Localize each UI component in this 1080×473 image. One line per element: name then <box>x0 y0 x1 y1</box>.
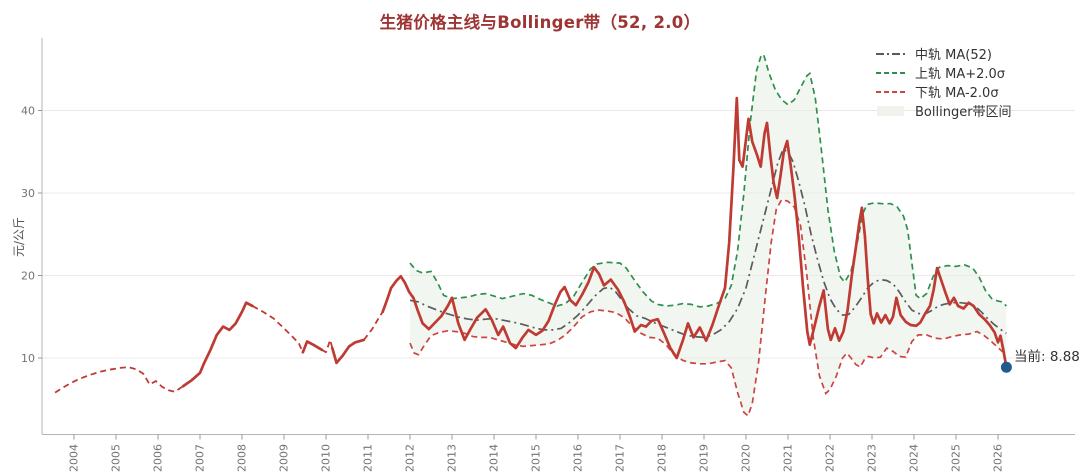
ma-middle-line <box>409 148 1007 339</box>
legend-label: 下轨 MA-2.0σ <box>915 86 999 101</box>
x-tick-label-2021: 2021 <box>782 444 795 472</box>
band-lower-line <box>409 198 1007 418</box>
legend-label: Bollinger带区间 <box>915 105 1012 120</box>
x-tick-label-2026: 2026 <box>992 444 1005 472</box>
legend-label: 中轨 MA(52) <box>915 48 992 63</box>
x-tick-label-2015: 2015 <box>530 444 543 472</box>
y-tick-label-40: 40 <box>21 105 35 118</box>
legend-line-sample <box>876 90 906 93</box>
x-tick-label-2006: 2006 <box>152 444 165 472</box>
x-tick-label-2010: 2010 <box>320 444 333 472</box>
x-tick-label-2012: 2012 <box>404 444 417 472</box>
y-tick-label-20: 20 <box>21 270 35 283</box>
price-line-segment-3 <box>301 340 324 354</box>
bollinger-band-fill <box>410 54 1007 416</box>
x-tick-label-2020: 2020 <box>740 444 753 472</box>
x-tick-label-2025: 2025 <box>950 444 963 472</box>
y-axis-label: 元/公斤 <box>12 216 26 258</box>
legend-item-1: 上轨 MA+2.0σ <box>876 63 1012 82</box>
price-line-segment-7 <box>381 96 1008 369</box>
x-tick-label-2013: 2013 <box>446 444 459 472</box>
price-line-segment-2 <box>252 305 304 353</box>
x-tick-label-2018: 2018 <box>656 444 669 472</box>
x-tick-label-2017: 2017 <box>614 444 627 472</box>
band-upper-line <box>409 52 1007 308</box>
x-tick-label-2008: 2008 <box>236 444 249 472</box>
legend-line-sample <box>876 52 906 55</box>
x-tick-label-2011: 2011 <box>362 444 375 472</box>
y-tick-label-10: 10 <box>21 352 35 365</box>
price-line-segment-1 <box>181 301 254 388</box>
x-tick-label-2022: 2022 <box>824 444 837 472</box>
price-line-segment-0 <box>54 366 184 394</box>
current-price-annotation: 当前: 8.88 <box>1014 349 1080 365</box>
x-tick-label-2007: 2007 <box>194 444 207 472</box>
legend-item-0: 中轨 MA(52) <box>876 44 1012 63</box>
legend-item-3: Bollinger带区间 <box>876 101 1012 120</box>
price-line-segment-4 <box>321 338 334 354</box>
x-tick-label-2014: 2014 <box>488 444 501 472</box>
x-tick-label-2004: 2004 <box>68 444 81 472</box>
legend-line-sample <box>876 71 906 74</box>
x-tick-label-2019: 2019 <box>698 444 711 472</box>
legend-item-2: 下轨 MA-2.0σ <box>876 82 1012 101</box>
legend-fill-swatch <box>877 105 904 116</box>
x-tick-label-2009: 2009 <box>278 444 291 472</box>
x-tick-label-2023: 2023 <box>866 444 879 472</box>
x-tick-label-2024: 2024 <box>908 444 921 472</box>
x-tick-label-2016: 2016 <box>572 444 585 472</box>
legend-label: 上轨 MA+2.0σ <box>915 67 1006 82</box>
legend: 中轨 MA(52) 上轨 MA+2.0σ 下轨 MA-2.0σ Bollinger带区… <box>876 44 1012 120</box>
x-tick-label-2005: 2005 <box>110 444 123 472</box>
current-price-dot <box>1000 361 1012 373</box>
y-tick-label-30: 30 <box>21 187 35 200</box>
page-title: 生猪价格主线与Bollinger带（52, 2.0） <box>379 13 701 32</box>
price-line-segment-5 <box>330 338 366 365</box>
price-line-segment-6 <box>363 311 384 341</box>
